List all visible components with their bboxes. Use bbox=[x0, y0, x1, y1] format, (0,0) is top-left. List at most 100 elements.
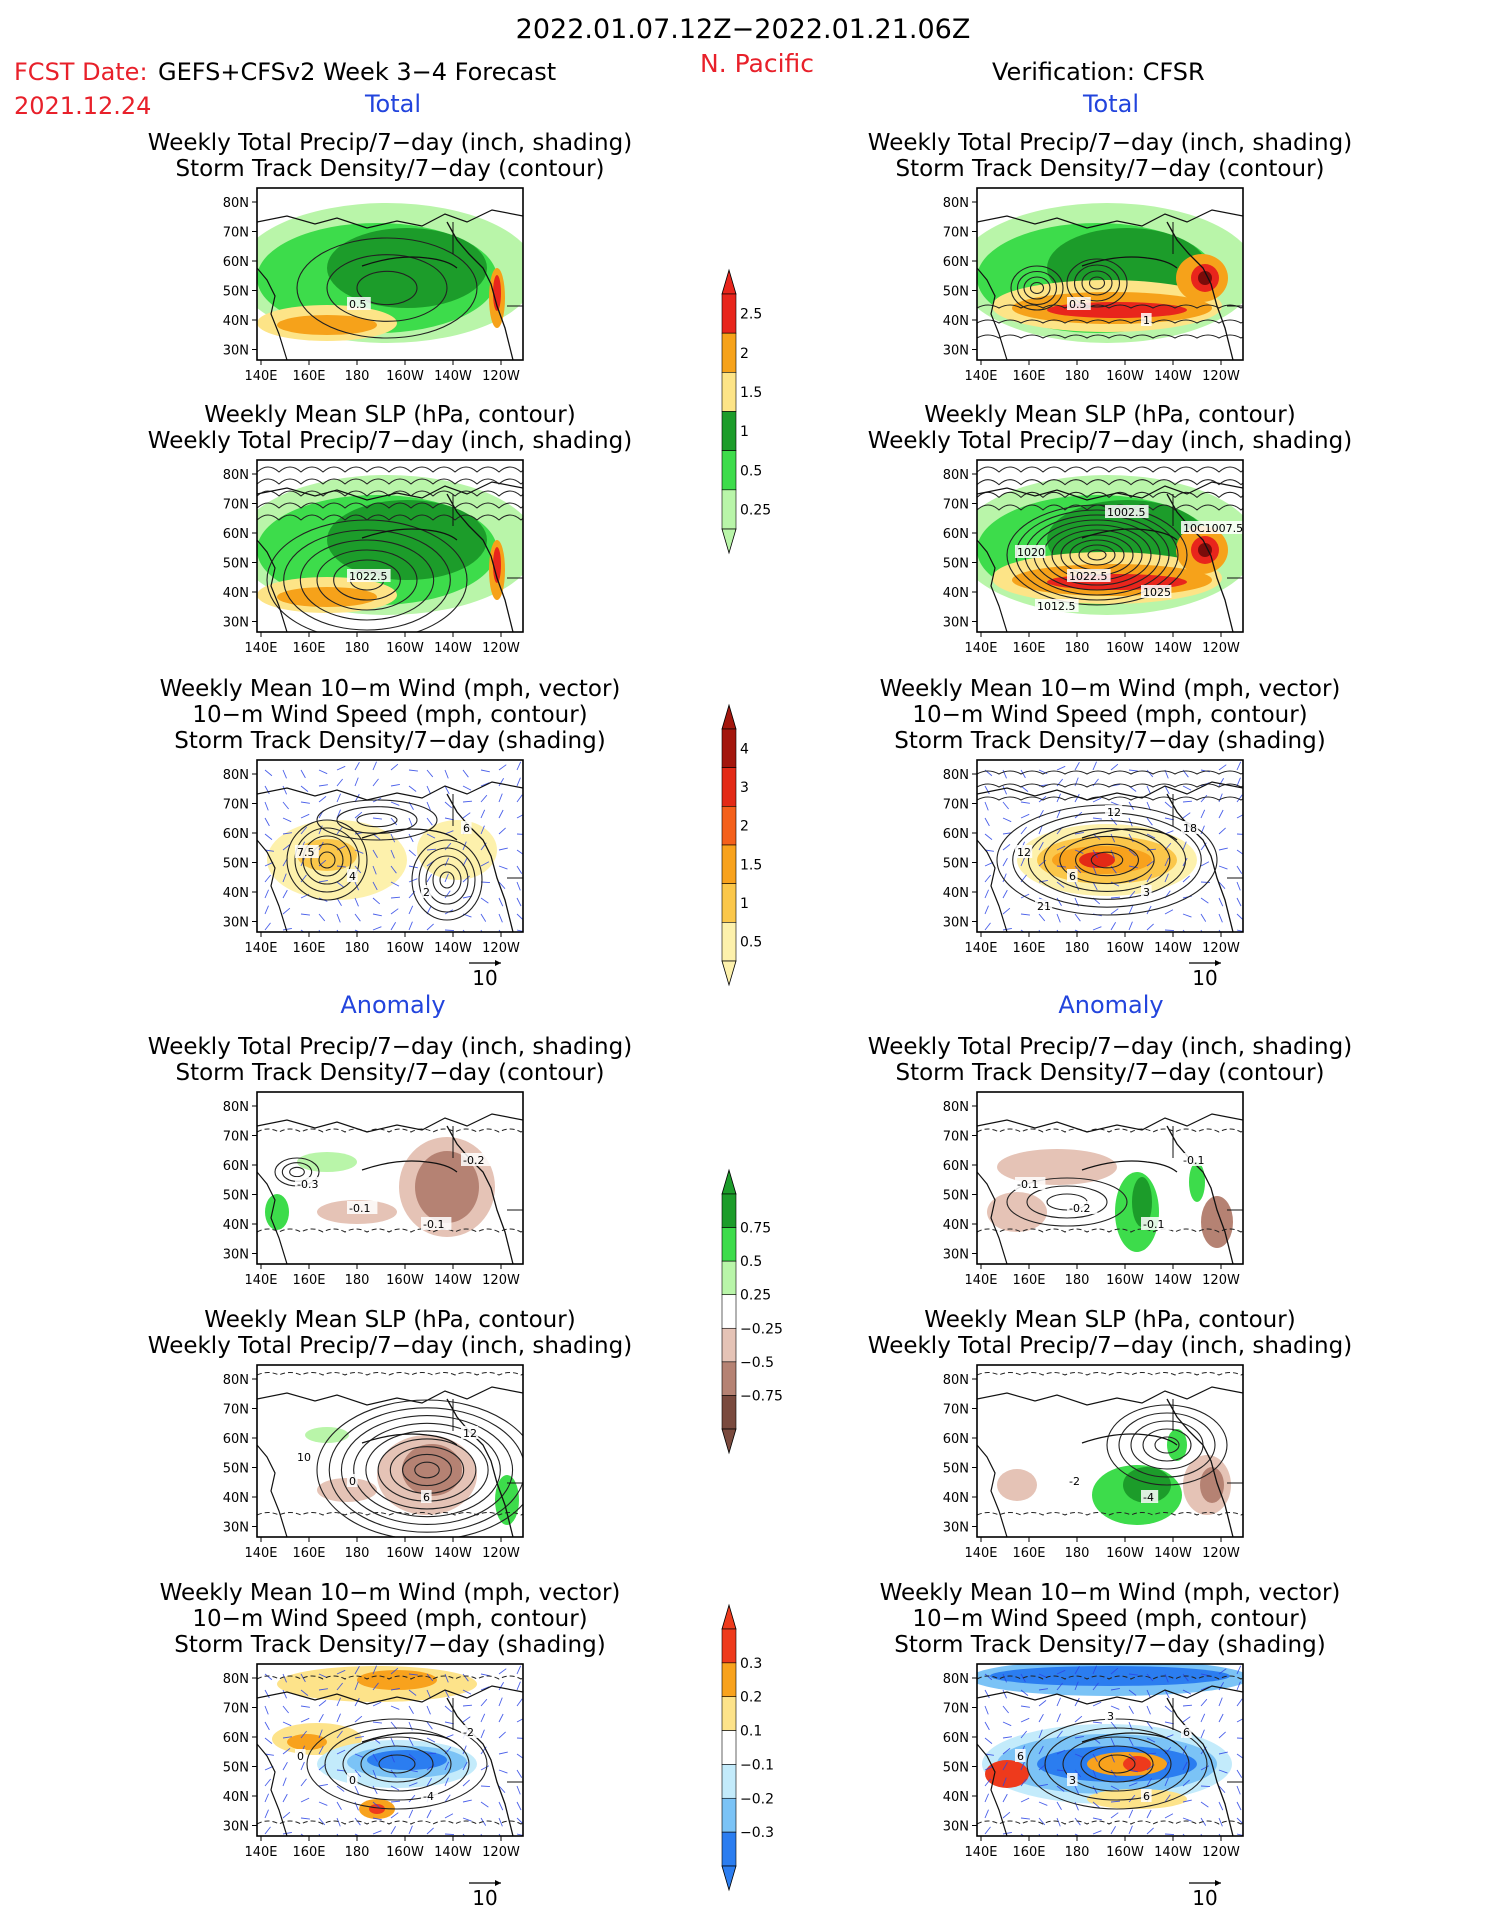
lat-label: 80N bbox=[223, 196, 249, 211]
shading-patch bbox=[1123, 1756, 1151, 1772]
wind-vector bbox=[480, 1698, 488, 1707]
colorbar-segment bbox=[721, 489, 737, 530]
wind-vector bbox=[1218, 809, 1224, 819]
panel-title: Storm Track Density/7−day (contour) bbox=[175, 1060, 604, 1086]
wind-vector bbox=[408, 785, 417, 792]
wind-vector bbox=[390, 1737, 396, 1747]
contour-line bbox=[257, 1128, 523, 1133]
wind-vector bbox=[1002, 1721, 1012, 1727]
colorbar-segment bbox=[721, 372, 737, 412]
wind-vector bbox=[1218, 1731, 1226, 1739]
contour-label: 1012.5 bbox=[1037, 600, 1076, 613]
wind-vector bbox=[1092, 761, 1097, 771]
lat-label: 70N bbox=[943, 1702, 969, 1717]
wind-vector bbox=[282, 889, 288, 899]
wind-vector bbox=[318, 913, 326, 922]
wind-vector bbox=[1038, 1700, 1047, 1707]
lat-label: 30N bbox=[223, 916, 249, 931]
wind-vector bbox=[1002, 1811, 1011, 1819]
panel-title: Storm Track Density/7−day (shading) bbox=[174, 728, 605, 754]
wind-vector bbox=[408, 817, 413, 827]
wind-vector bbox=[1200, 794, 1208, 803]
wind-vector bbox=[282, 1793, 288, 1803]
panel-title: Storm Track Density/7−day (contour) bbox=[175, 156, 604, 182]
shading-patch bbox=[297, 1152, 357, 1172]
lat-label: 60N bbox=[943, 827, 969, 842]
wind-vector bbox=[336, 881, 345, 888]
panel-title: Weekly Mean SLP (hPa, contour) bbox=[924, 402, 1295, 428]
wind-vector bbox=[300, 874, 307, 883]
wind-vector bbox=[390, 817, 398, 826]
wind-vector bbox=[1236, 897, 1242, 907]
panel-fc-total-slp: Weekly Mean SLP (hPa, contour)Weekly Tot… bbox=[148, 402, 632, 656]
wind-vector bbox=[1020, 1797, 1030, 1803]
wind-vector bbox=[1092, 1801, 1101, 1809]
colorbar-tip-bottom bbox=[721, 1428, 737, 1455]
wind-vector bbox=[264, 785, 270, 795]
wind-vector bbox=[516, 1698, 523, 1707]
wind-vector bbox=[372, 1721, 382, 1724]
lat-label: 40N bbox=[943, 1790, 969, 1805]
contour-line bbox=[977, 1820, 1243, 1825]
wind-vector bbox=[1164, 830, 1174, 835]
wind-vector bbox=[282, 817, 292, 823]
wind-vector bbox=[336, 1713, 341, 1723]
lat-label: 30N bbox=[943, 1820, 969, 1835]
lon-label: 180 bbox=[345, 369, 370, 384]
wind-vector bbox=[1074, 761, 1080, 771]
lon-label: 140E bbox=[244, 1273, 277, 1288]
wind-vector bbox=[984, 874, 991, 883]
lat-label: 50N bbox=[223, 285, 249, 300]
contour-label: -0.1 bbox=[349, 1202, 370, 1215]
wind-vector bbox=[516, 1681, 521, 1691]
wind-vector bbox=[1236, 929, 1243, 932]
wind-vector bbox=[1038, 1745, 1044, 1755]
wind-vector bbox=[516, 1753, 523, 1759]
wind-vector bbox=[282, 1673, 287, 1683]
colorbar-tip-bottom bbox=[721, 960, 737, 987]
wind-vector bbox=[390, 784, 400, 787]
contour-label: -4 bbox=[423, 1790, 434, 1803]
contour-line bbox=[316, 799, 438, 841]
wind-vector bbox=[984, 1689, 990, 1699]
wind-vector bbox=[462, 800, 473, 803]
panel-ob-anom-slp: Weekly Mean SLP (hPa, contour)Weekly Tot… bbox=[868, 1307, 1352, 1561]
wind-vector bbox=[462, 929, 466, 932]
colorbar-segment bbox=[721, 883, 737, 923]
lat-label: 40N bbox=[223, 886, 249, 901]
contour-line bbox=[1026, 1185, 1108, 1219]
colorbar-label: 1.5 bbox=[740, 385, 762, 401]
vector-reference-label: 10 bbox=[472, 1886, 497, 1910]
wind-vector bbox=[480, 794, 488, 803]
contour-line bbox=[266, 519, 468, 632]
wind-vector bbox=[516, 1769, 523, 1778]
map-layers: 0.51 bbox=[977, 188, 1243, 360]
wind-vector bbox=[1002, 817, 1012, 823]
wind-vector bbox=[1200, 1801, 1209, 1808]
wind-vector bbox=[498, 1731, 506, 1739]
wind-vector bbox=[1128, 1809, 1134, 1819]
shading-patch bbox=[287, 1734, 327, 1750]
map-frame bbox=[976, 1091, 1244, 1265]
lon-label: 140W bbox=[434, 1845, 472, 1860]
wind-vector bbox=[516, 814, 523, 819]
map-frame bbox=[976, 759, 1244, 933]
lat-label: 70N bbox=[223, 226, 249, 241]
lon-label: 160E bbox=[292, 1845, 325, 1860]
wind-vector bbox=[354, 929, 360, 932]
wind-vector bbox=[318, 1817, 326, 1826]
map-frame bbox=[976, 1663, 1244, 1837]
lon-label: 120W bbox=[482, 1546, 520, 1561]
contour-label-bg bbox=[1105, 1709, 1116, 1722]
vector-reference: 10 bbox=[1189, 1880, 1221, 1910]
shading-patch bbox=[985, 1760, 1029, 1788]
contour-line bbox=[1016, 270, 1058, 306]
wind-vector bbox=[984, 1826, 991, 1835]
contour-line bbox=[1154, 1436, 1180, 1454]
wind-vector bbox=[462, 812, 471, 819]
wind-vector bbox=[1218, 1668, 1227, 1675]
wind-vector bbox=[408, 1825, 413, 1835]
contour-line bbox=[977, 319, 1243, 324]
wind-vector bbox=[408, 1794, 416, 1803]
colorbar-segment bbox=[721, 844, 737, 884]
